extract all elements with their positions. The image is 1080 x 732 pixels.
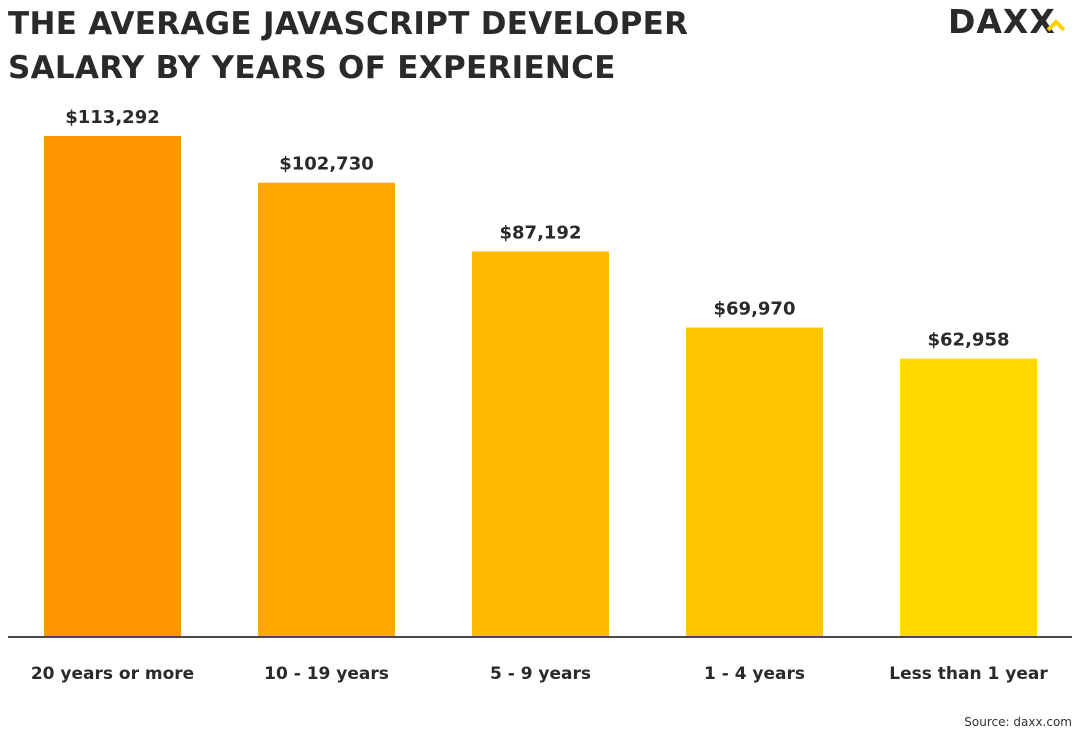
title-line-2: SALARY BY YEARS OF EXPERIENCE <box>8 50 616 86</box>
x-tick-label-3: 5 - 9 years <box>490 664 591 684</box>
data-label-3: $87,192 <box>500 222 582 243</box>
x-tick-label-5: Less than 1 year <box>889 664 1048 684</box>
bar-3 <box>472 251 609 638</box>
chart-title: THE AVERAGE JAVASCRIPT DEVELOPER SALARY … <box>8 2 688 90</box>
daxx-logo: DAXX <box>948 2 1066 41</box>
data-label-2: $102,730 <box>279 154 374 175</box>
data-label-5: $62,958 <box>928 330 1010 351</box>
logo-accent-mark <box>1046 19 1066 32</box>
title-line-1: THE AVERAGE JAVASCRIPT DEVELOPER <box>8 6 689 42</box>
source-note: Source: daxx.com <box>964 715 1072 729</box>
x-tick-label-4: 1 - 4 years <box>704 664 805 684</box>
bar-4 <box>686 327 823 637</box>
x-tick-label-2: 10 - 19 years <box>264 664 389 684</box>
x-tick-label-1: 20 years or more <box>31 664 194 684</box>
data-label-1: $113,292 <box>65 107 160 128</box>
bar-5 <box>900 358 1037 637</box>
logo-text: DAXX <box>948 2 1056 41</box>
bar-2 <box>258 182 395 638</box>
data-label-4: $69,970 <box>714 299 796 320</box>
bar-1 <box>44 136 181 637</box>
